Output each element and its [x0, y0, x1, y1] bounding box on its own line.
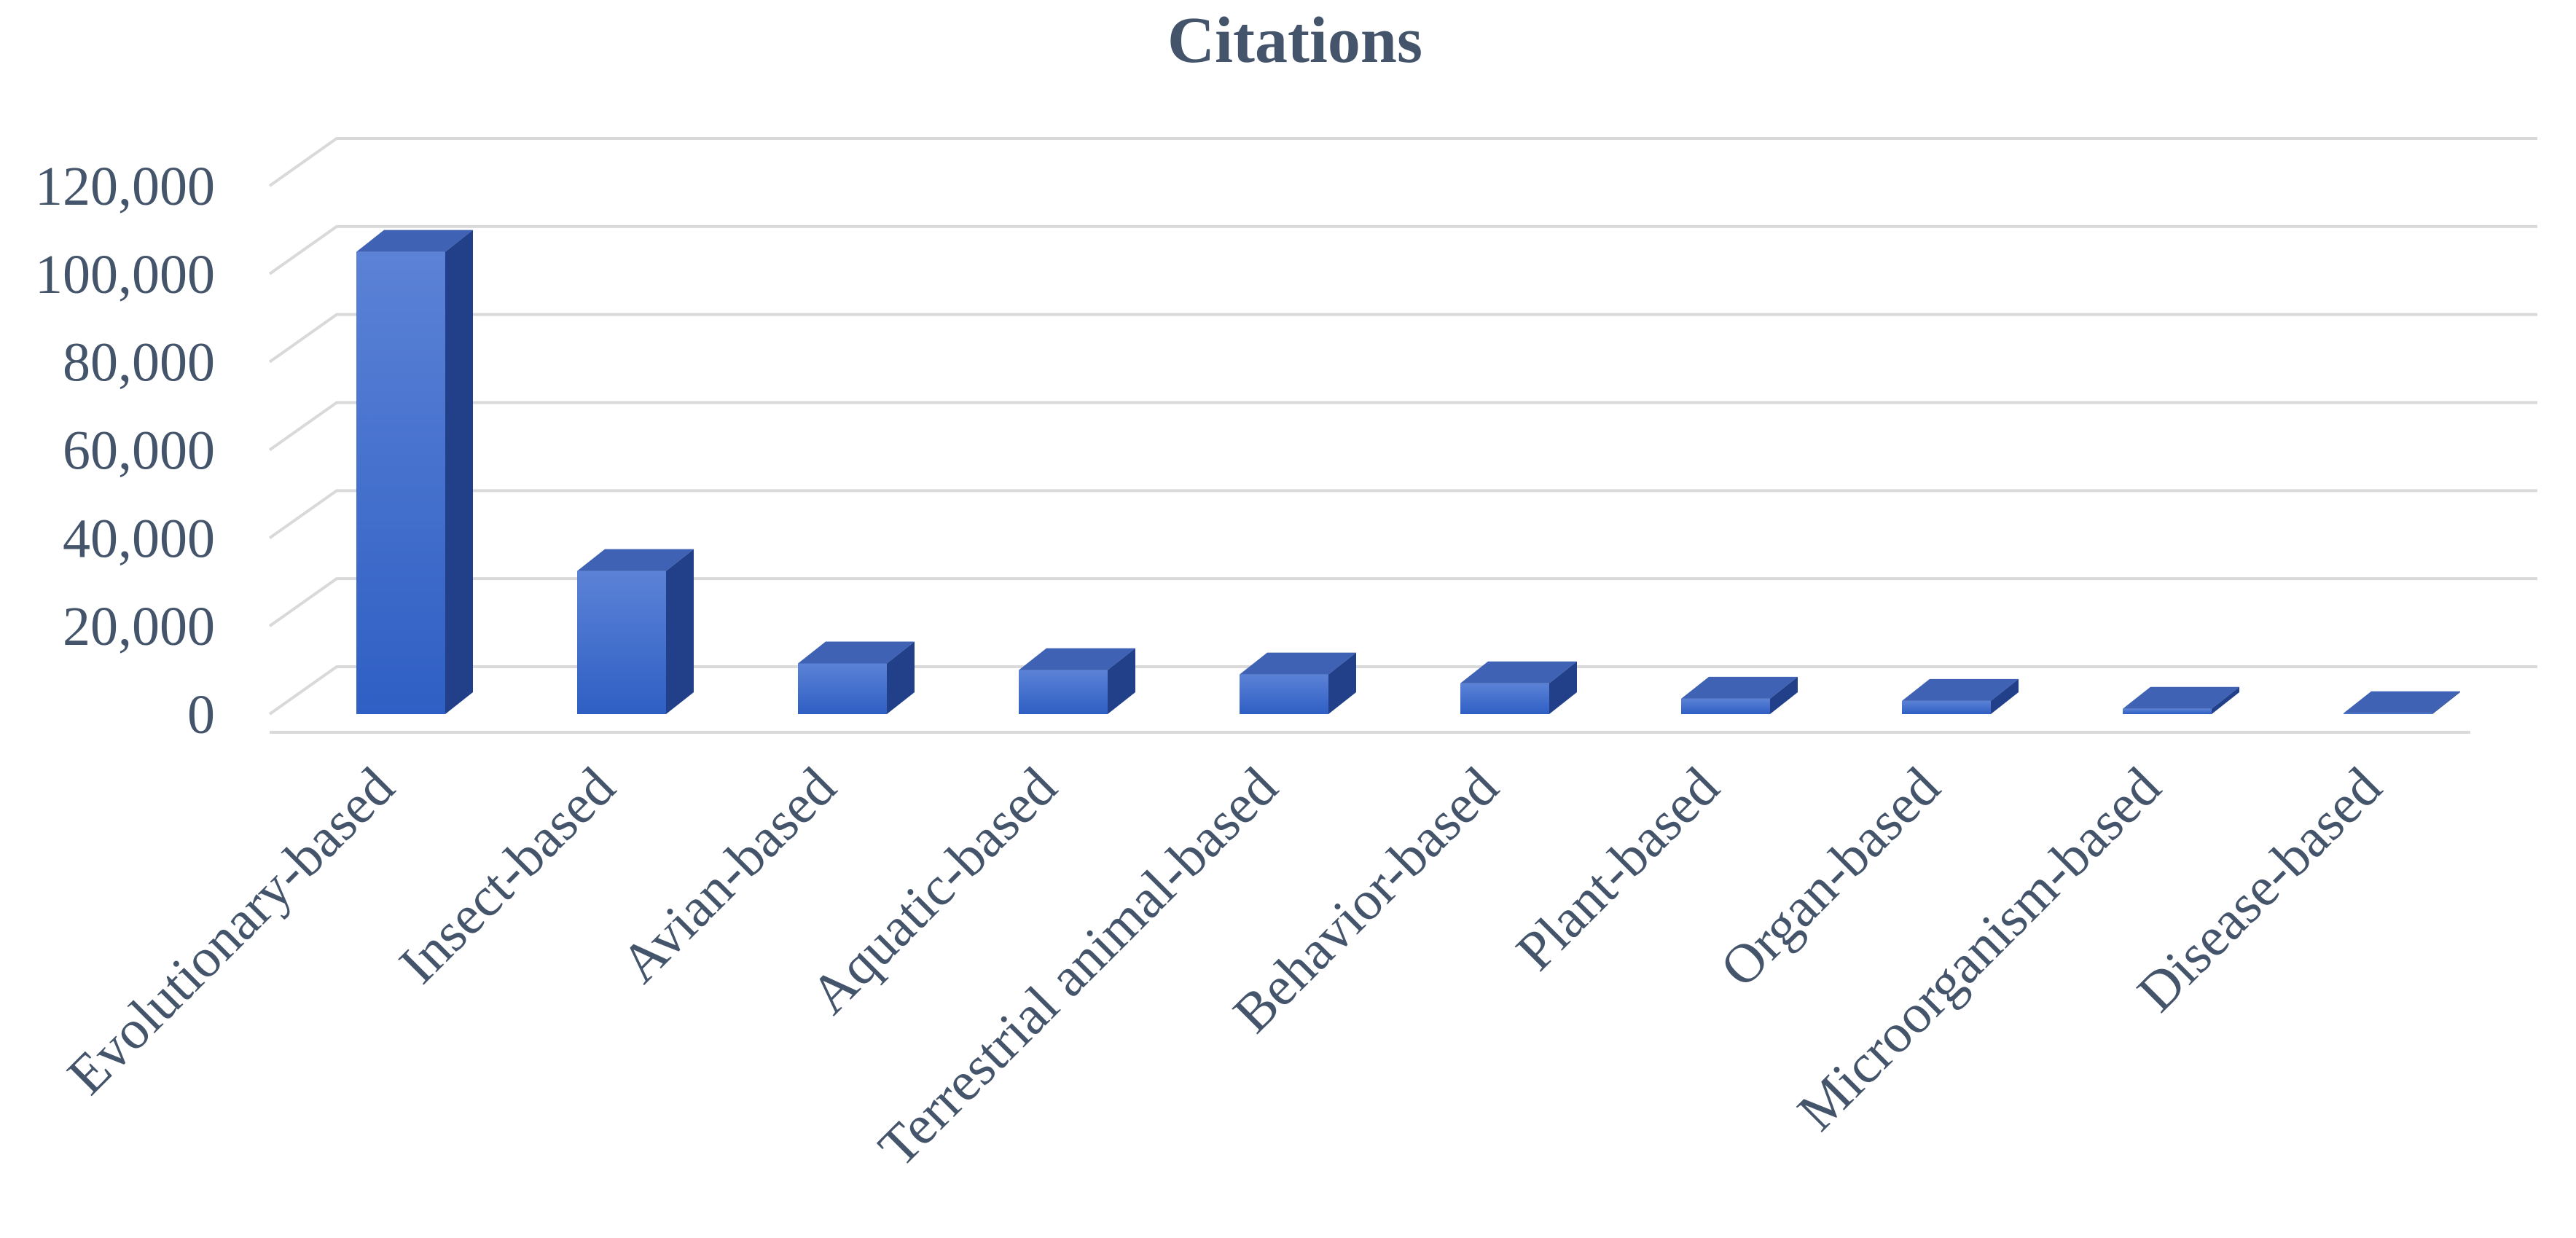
bar: [1460, 661, 1577, 714]
bar: [2123, 686, 2239, 714]
bar-side: [445, 230, 473, 714]
x-tick-label: Insect-based: [388, 756, 627, 995]
y-tick-label: 120,000: [35, 156, 215, 217]
x-tick-label: Evolutionary-based: [56, 756, 406, 1106]
x-tick-label: Organ-based: [1709, 756, 1951, 999]
y-tick-label: 20,000: [63, 596, 215, 657]
gridline: [268, 224, 2537, 275]
bar-top: [1902, 678, 2019, 701]
bar-side: [1549, 661, 1577, 714]
y-tick-label: 40,000: [63, 508, 215, 569]
bar-front: [577, 571, 666, 714]
bar-top: [2344, 691, 2460, 713]
bar-side: [1108, 648, 1135, 714]
bar-top: [798, 641, 915, 664]
bar: [1019, 648, 1135, 714]
bar-top: [1019, 648, 1135, 670]
bar-side: [2432, 691, 2460, 714]
bar-front: [1681, 698, 1770, 714]
y-tick-label: 100,000: [35, 244, 215, 305]
bar-front: [2123, 708, 2212, 714]
x-tick-label: Microorganism-based: [1786, 756, 2172, 1143]
bar-front: [356, 251, 445, 714]
bar-top: [2123, 686, 2239, 709]
bar: [577, 549, 694, 714]
bar-top: [1240, 652, 1356, 675]
bar-side: [887, 641, 915, 714]
bar: [2344, 691, 2460, 714]
x-tick-label: Avian-based: [609, 756, 847, 995]
bar-top: [577, 549, 694, 571]
y-axis-tick-labels: 0 20,000 40,000 60,000 80,000 100,000 120,000: [35, 156, 215, 745]
gridlines: [268, 137, 2537, 734]
bar-side: [666, 549, 694, 714]
bar-front: [798, 663, 887, 714]
bar-front: [1019, 670, 1108, 714]
gridline: [268, 577, 2537, 627]
bar: [1902, 678, 2019, 714]
bar-top: [1460, 661, 1577, 683]
gridline: [268, 665, 2537, 716]
bar-side: [1770, 676, 1798, 714]
x-axis-tick-labels: Evolutionary-basedInsect-basedAvian-base…: [56, 756, 2393, 1178]
bar: [1681, 676, 1798, 714]
y-tick-label: 0: [187, 684, 215, 745]
bar-front: [1902, 700, 1991, 714]
bar-front: [2344, 713, 2432, 714]
chart-title: Citations: [1167, 4, 1422, 77]
bar-front: [1240, 674, 1328, 714]
bar-side: [1991, 678, 2019, 714]
gridline: [268, 401, 2537, 452]
x-tick-label: Terrestrial animal-based: [867, 756, 1289, 1178]
bar-side: [2212, 686, 2239, 714]
gridline: [268, 313, 2537, 364]
bars: [356, 230, 2460, 714]
bar-top: [356, 230, 473, 252]
y-tick-label: 60,000: [63, 420, 215, 482]
x-tick-label: Plant-based: [1505, 756, 1731, 982]
bar-side: [1328, 652, 1356, 714]
bar-top: [1681, 676, 1798, 699]
bar-front: [1460, 683, 1549, 714]
gridline: [268, 137, 2537, 187]
gridline: [268, 489, 2537, 539]
bar: [798, 641, 915, 714]
bar: [356, 230, 473, 714]
bar: [1240, 652, 1356, 714]
y-tick-label: 80,000: [63, 332, 215, 393]
